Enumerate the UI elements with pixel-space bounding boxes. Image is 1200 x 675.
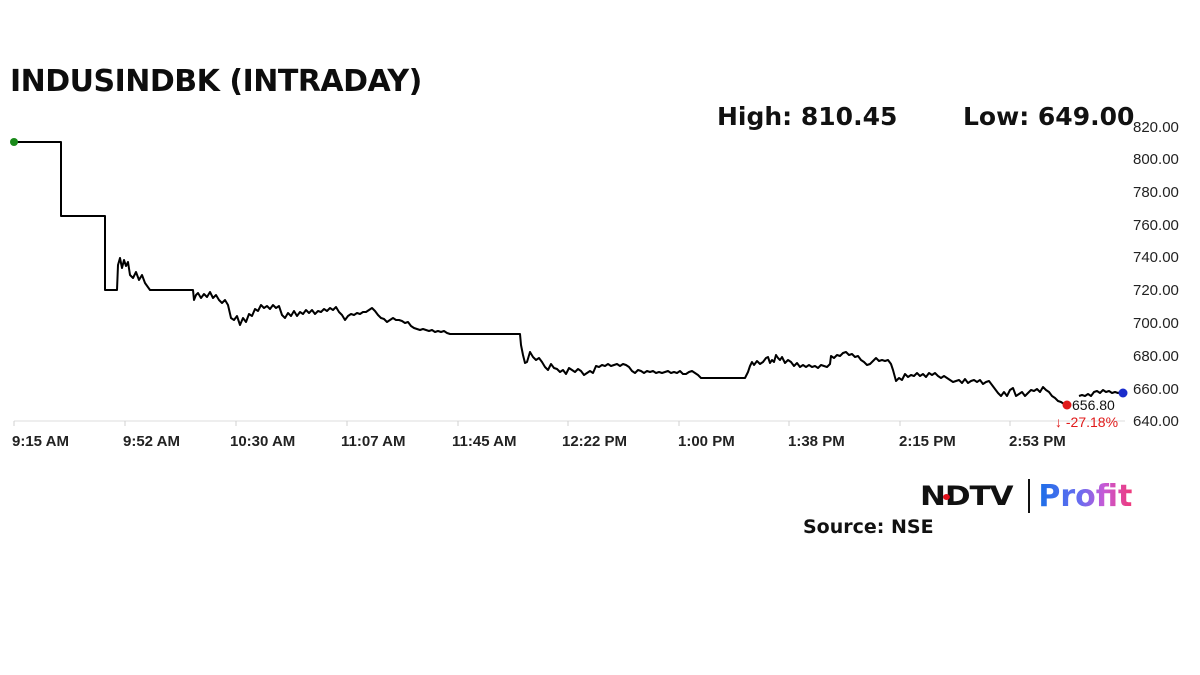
- ndtv-profit-logo: NDTV Profit: [920, 478, 1132, 514]
- chart-title: INDUSINDBK (INTRADAY): [10, 64, 422, 99]
- open-marker: [10, 138, 18, 146]
- y-tick-label: 820.00: [1133, 119, 1179, 136]
- x-tick-label: 2:53 PM: [1009, 433, 1066, 450]
- y-tick-label: 800.00: [1133, 151, 1179, 168]
- y-tick-label: 700.00: [1133, 315, 1179, 332]
- y-tick-label: 640.00: [1133, 413, 1179, 430]
- low-point-marker: [1062, 400, 1072, 410]
- ndtv-wordmark: NDTV: [920, 480, 1014, 512]
- source-label: Source: NSE: [803, 516, 934, 538]
- low-point-value-label: 656.80: [1072, 397, 1115, 413]
- x-tick-label: 9:15 AM: [12, 433, 69, 450]
- y-axis-labels: 820.00 800.00 780.00 760.00 740.00 720.0…: [1133, 119, 1179, 430]
- y-tick-label: 660.00: [1133, 381, 1179, 398]
- x-tick-label: 1:00 PM: [678, 433, 735, 450]
- x-tick-label: 11:45 AM: [452, 433, 516, 450]
- price-line: [14, 141, 1125, 406]
- x-tick-label: 1:38 PM: [788, 433, 845, 450]
- percent-change-label: ↓ -27.18%: [1055, 414, 1118, 430]
- ndtv-red-dot-icon: [943, 493, 950, 500]
- y-tick-label: 680.00: [1133, 348, 1179, 365]
- ndtv-text: NDTV: [920, 480, 1014, 512]
- y-tick-label: 760.00: [1133, 217, 1179, 234]
- high-value-label: High: 810.45: [717, 102, 898, 131]
- profit-wordmark: Profit: [1038, 478, 1133, 514]
- y-tick-label: 720.00: [1133, 282, 1179, 299]
- last-price-marker: [1118, 388, 1128, 398]
- x-axis-labels: 9:15 AM 9:52 AM 10:30 AM 11:07 AM 11:45 …: [12, 433, 1066, 450]
- y-tick-label: 740.00: [1133, 249, 1179, 266]
- x-tick-label: 9:52 AM: [123, 433, 180, 450]
- x-tick-label: 10:30 AM: [230, 433, 295, 450]
- x-tick-label: 11:07 AM: [341, 433, 405, 450]
- x-axis-tick-marks: [13, 421, 1011, 426]
- x-tick-label: 2:15 PM: [899, 433, 956, 450]
- y-tick-label: 780.00: [1133, 184, 1179, 201]
- low-value-label: Low: 649.00: [963, 102, 1135, 131]
- logo-divider: [1028, 479, 1031, 513]
- x-tick-label: 12:22 PM: [562, 433, 627, 450]
